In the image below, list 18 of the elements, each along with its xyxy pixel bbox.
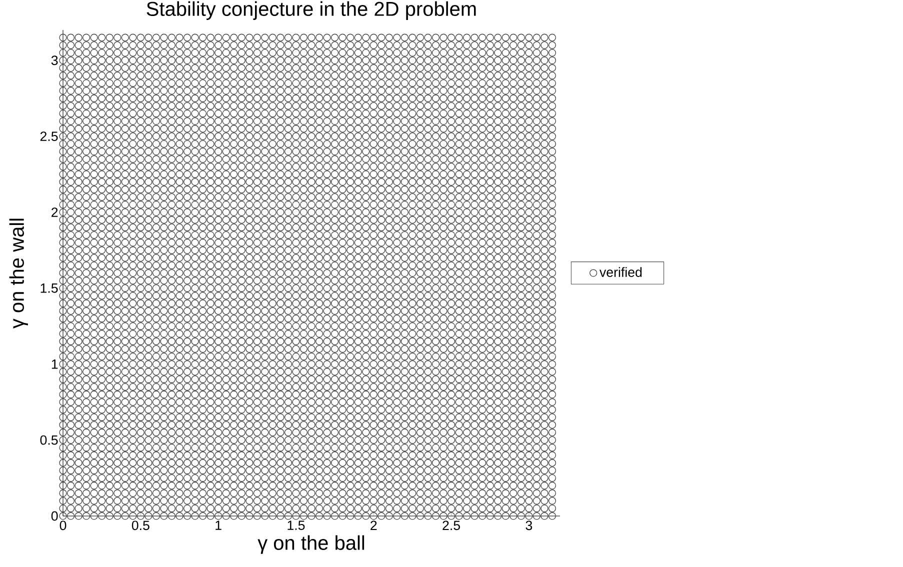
y-tick-label: 1.5 xyxy=(40,284,58,293)
y-tick-label: 1 xyxy=(52,360,58,369)
y-tick-label: 0 xyxy=(51,511,58,521)
y-tick-label: 2 xyxy=(52,208,58,217)
y-tick-label: 3 xyxy=(51,56,58,66)
x-tick-label: 2 xyxy=(370,520,377,530)
y-tick-label: 2.5 xyxy=(40,132,58,142)
x-tick-label: 1.5 xyxy=(288,520,305,530)
legend-label: verified xyxy=(600,267,642,277)
x-tick-label: 0 xyxy=(60,520,66,530)
x-tick-label: 2.5 xyxy=(442,520,460,530)
x-axis-title: γ on the ball xyxy=(258,535,364,554)
y-tick-label: 0.5 xyxy=(40,435,58,445)
x-tick-label: 1 xyxy=(216,520,222,530)
x-tick-label: 3 xyxy=(526,520,532,530)
x-tick-label: 0.5 xyxy=(132,520,150,530)
y-axis-title: γ on the wall xyxy=(9,218,28,329)
chart-title: Stability conjecture in the 2D problem xyxy=(146,1,476,20)
